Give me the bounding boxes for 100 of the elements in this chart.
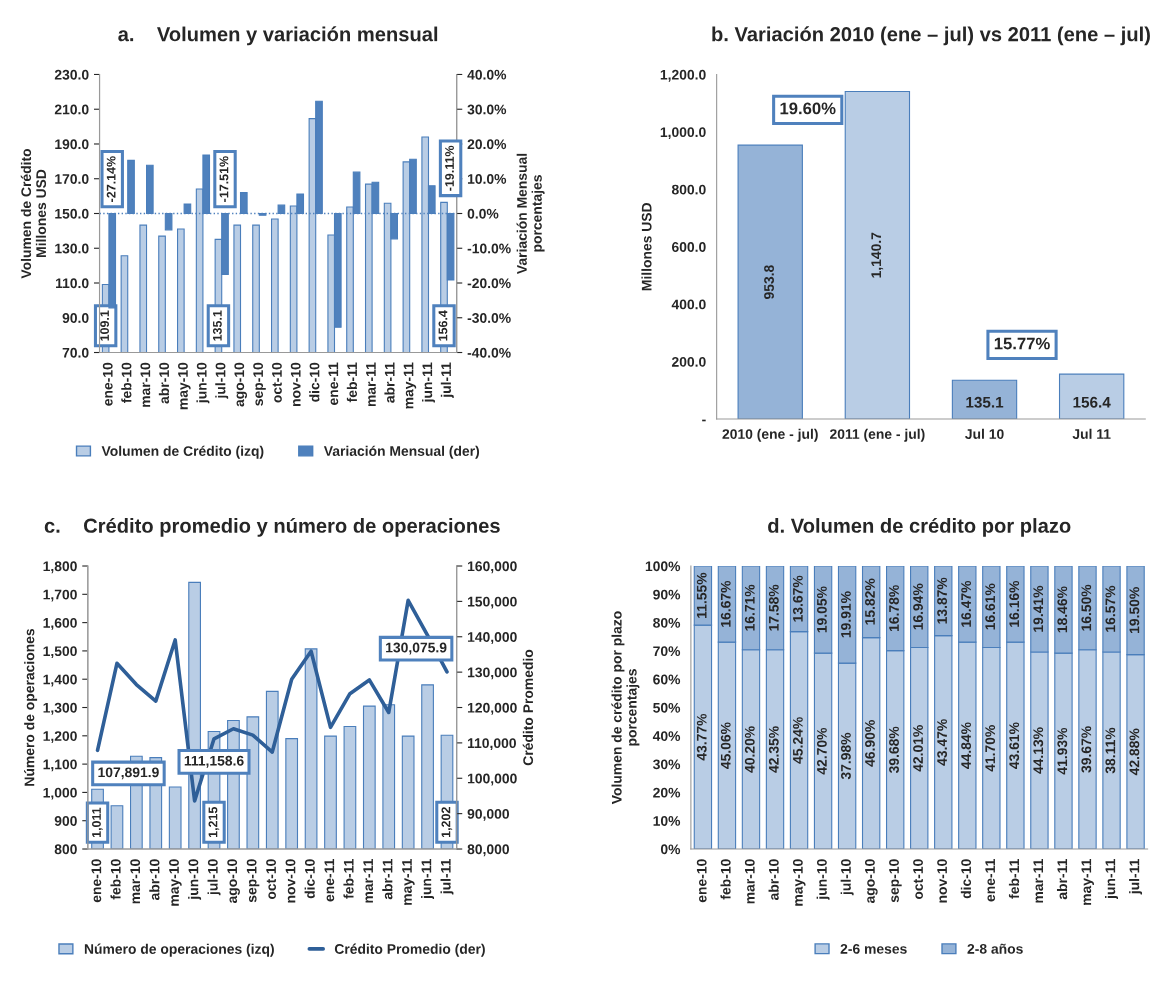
data-label: 1,011 (92, 807, 103, 838)
data-label: 135.1 (966, 396, 1004, 408)
annotation: 17.58% (768, 584, 779, 631)
x-tick-label: abr-11 (384, 362, 395, 403)
y-axis-title: Volumen de Crédito Millones USD (20, 148, 47, 279)
x-tick-label: oct-10 (272, 362, 282, 403)
y-tick-label: 110.0 (56, 278, 89, 289)
legend-label: Crédito Promedio (der) (334, 943, 485, 957)
y-axis-title: Millones USD (641, 202, 652, 291)
x-tick-label: sep-10 (889, 859, 902, 903)
annotation: 16.71% (744, 584, 755, 631)
annotation: 11.55% (696, 572, 707, 618)
x-tick-label: jun-10 (188, 859, 202, 900)
y2-axis-title: Crédito Promedio (522, 649, 534, 766)
y-tick-label: 40% (652, 731, 681, 741)
x-tick-label: jul-11 (440, 859, 454, 895)
annotation: 16.61% (985, 583, 996, 630)
annotation: 15.77% (994, 337, 1050, 350)
annotation: 19.41% (1033, 585, 1044, 632)
y-tick-label: 70.0 (62, 347, 89, 358)
y2-tick-label: 110,000 (467, 738, 516, 751)
legend-label: Número de operaciones (izq) (84, 943, 274, 957)
x-tick-label: sep-10 (253, 362, 266, 406)
x-tick-label: may-10 (178, 362, 191, 410)
data-label: 1,140.7 (871, 232, 884, 278)
y-tick-label: 900 (54, 816, 77, 826)
x-tick-label: ene-11 (324, 859, 335, 902)
y-tick-label: 1,200.0 (660, 69, 706, 82)
y2-tick-label: 40.0% (467, 69, 507, 80)
annotation: 16.67% (720, 580, 731, 627)
annotation: 38.11% (1105, 727, 1116, 774)
x-tick-label: jul-11 (1129, 859, 1143, 895)
y2-tick-label: -20.0% (467, 278, 511, 289)
y-tick-label: 1,300 (43, 702, 77, 715)
x-tick-label: jul-10 (207, 859, 221, 896)
annotation: 46.90% (865, 720, 875, 767)
y-tick-label: 80% (653, 617, 681, 628)
legend-label: 2-8 años (967, 943, 1023, 954)
x-tick-label: ago-10 (234, 362, 247, 407)
x-tick-label: sep-10 (246, 859, 260, 903)
chart-title: c. Crédito promedio y número de operaciones (44, 517, 500, 537)
y-tick-label: 130.0 (55, 243, 89, 254)
x-tick-label: mar-11 (1033, 859, 1044, 903)
annotation: 15.82% (865, 578, 875, 625)
annotation: 45.24% (792, 717, 803, 764)
x-tick-label: nov-10 (937, 859, 947, 903)
y-tick-label: 600.0 (671, 242, 706, 252)
annotation: 16.94% (913, 583, 923, 630)
chart-title: a. Volumen y variación mensual (118, 26, 438, 46)
data-label: 135.1 (212, 310, 222, 341)
annotation: 44.84% (961, 722, 972, 769)
y2-tick-label: 140,000 (467, 632, 517, 644)
annotation: 43.61% (1009, 722, 1020, 769)
y-tick-label: 210.0 (54, 104, 89, 115)
y2-tick-label: 160,000 (467, 561, 517, 574)
annotation: 43.47% (937, 719, 948, 766)
y-axis-title: Volumen de crédito por plazo porcentajes (611, 611, 640, 805)
y-tick-label: - (702, 419, 706, 422)
data-label: 1,215 (208, 806, 220, 838)
y2-tick-label: 20.0% (467, 139, 507, 150)
data-label: 156.4 (1073, 396, 1111, 408)
data-label: 107,891.9 (98, 767, 159, 780)
x-tick-label: jun-11 (421, 859, 435, 900)
x-tick-label: may-11 (403, 362, 417, 409)
x-tick-label: jul-10 (215, 362, 229, 399)
y-tick-label: 100% (645, 561, 681, 572)
y-tick-label: 800 (54, 844, 77, 855)
x-tick-label: abr-10 (149, 859, 160, 901)
x-tick-label: Jul 10 (965, 428, 1004, 439)
y2-tick-label: -40.0% (467, 347, 511, 358)
x-tick-label: abr-11 (382, 859, 393, 900)
x-tick-label: Jul 11 (1072, 428, 1111, 439)
x-tick-label: ene-10 (102, 362, 113, 406)
y2-tick-label: 90,000 (467, 808, 510, 821)
annotation: 19.60% (780, 102, 836, 115)
y2-tick-label: 10.0% (467, 174, 507, 184)
y-tick-label: 1,000 (43, 787, 77, 800)
chart-title: d. Volumen de crédito por plazo (768, 517, 1071, 537)
y-tick-label: 50% (653, 702, 681, 713)
x-tick-label: feb-10 (110, 859, 121, 900)
x-tick-label: feb-10 (720, 859, 731, 900)
x-tick-label: may-11 (1081, 859, 1094, 905)
x-tick-label: jun-11 (1105, 859, 1118, 900)
y-tick-label: 150.0 (55, 208, 89, 219)
x-tick-label: ene-10 (91, 859, 102, 903)
x-tick-label: jun-11 (422, 362, 435, 403)
annotation: 39.68% (889, 726, 899, 774)
annotation: 41.93% (1057, 727, 1068, 775)
y-tick-label: 190.0 (55, 139, 89, 150)
x-tick-label: dic-10 (309, 362, 320, 402)
data-label: -17.51% (219, 156, 229, 202)
y-tick-label: 1,200 (43, 731, 77, 743)
data-label: 130,075.9 (386, 642, 447, 655)
annotation: 19.91% (841, 591, 851, 638)
data-label: -27.14% (106, 156, 116, 202)
y2-tick-label: -10.0% (467, 243, 511, 254)
x-tick-label: may-10 (792, 859, 806, 906)
x-tick-label: mar-10 (744, 859, 755, 904)
y2-tick-label: 130,000 (467, 667, 517, 680)
x-tick-label: feb-10 (121, 362, 132, 403)
